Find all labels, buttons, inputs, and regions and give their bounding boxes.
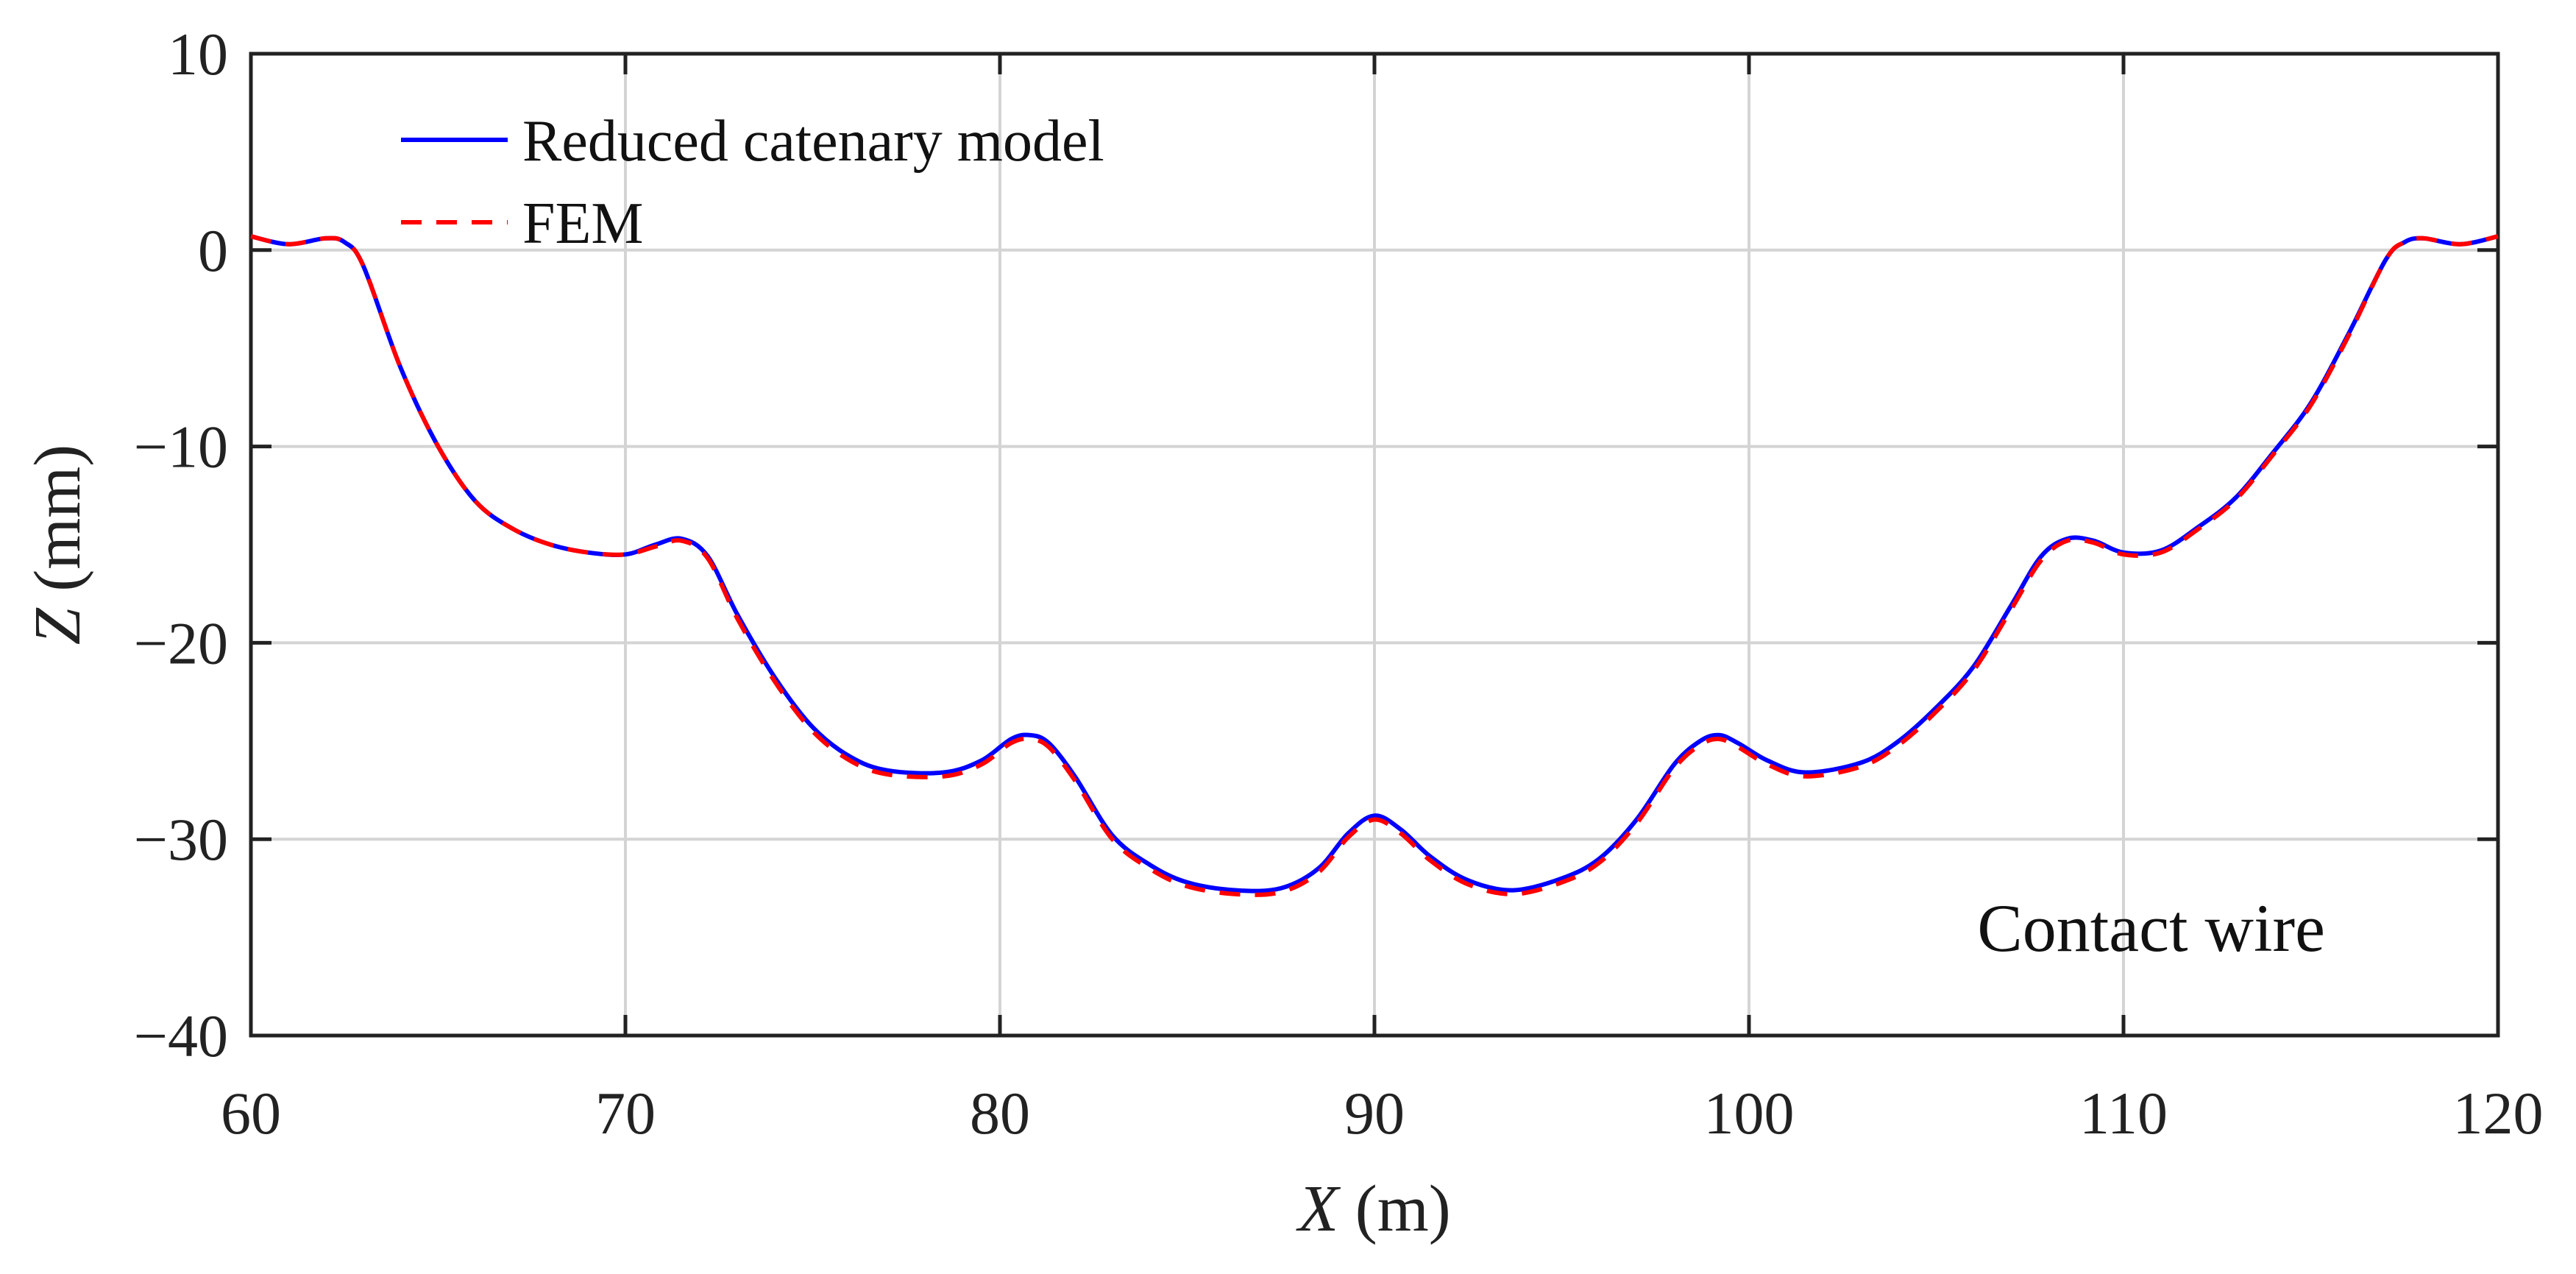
x-tick-label: 100 [1704, 1080, 1795, 1147]
x-tick-label: 120 [2453, 1080, 2544, 1147]
annotation-contact-wire: Contact wire [1977, 891, 2325, 966]
legend: Reduced catenary model FEM [401, 109, 1104, 256]
series-line-fem [250, 234, 2499, 897]
y-tick-label: −30 [134, 806, 228, 873]
series-layer [250, 234, 2499, 897]
x-tick-label: 80 [970, 1080, 1030, 1147]
y-tick-label: 0 [198, 217, 228, 284]
x-tick-label: 60 [221, 1080, 281, 1147]
legend-label-reduced-model: Reduced catenary model [522, 109, 1104, 174]
x-tick-label: 90 [1344, 1080, 1405, 1147]
y-axis-title: Z (mm) [21, 445, 94, 645]
tick-marks [249, 52, 2500, 1038]
y-tick-label: −20 [134, 609, 228, 676]
y-tick-label: 10 [168, 21, 228, 88]
y-tick-label: −10 [134, 414, 228, 481]
x-axis-title: X (m) [1296, 1172, 1450, 1245]
y-tick-label: −40 [134, 1002, 228, 1069]
legend-label-fem: FEM [522, 191, 644, 256]
grid [251, 54, 2498, 1036]
x-tick-label: 70 [595, 1080, 656, 1147]
x-tick-label: 110 [2079, 1080, 2168, 1147]
